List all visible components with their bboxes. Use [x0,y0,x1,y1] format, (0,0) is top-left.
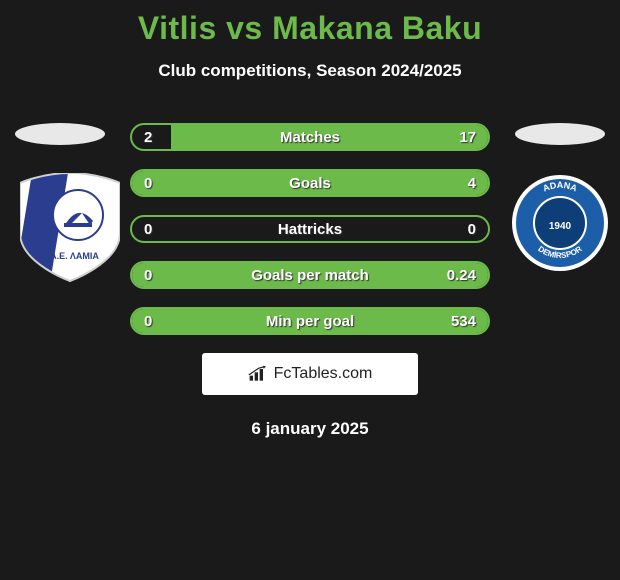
stats-area: Π.Α.Ε. ΛΑΜΙΑ 1940 ADANA DEMİRSPOR 2 Matc… [0,123,620,335]
indicator-ellipse-left [15,123,105,145]
stat-row-goals-per-match: 0 Goals per match 0.24 [130,261,490,289]
brand-text: FcTables.com [274,365,373,383]
stat-label: Hattricks [132,217,488,241]
stat-value-right: 17 [459,125,476,149]
chart-icon [248,365,268,383]
club-badge-left: Π.Α.Ε. ΛΑΜΙΑ [20,173,120,283]
date-text: 6 january 2025 [0,419,620,439]
stat-value-right: 534 [451,309,476,333]
stat-label: Goals [132,171,488,195]
stat-label: Goals per match [132,263,488,287]
page-title: Vitlis vs Makana Baku [0,0,620,47]
svg-text:1940: 1940 [549,221,572,232]
stat-row-min-per-goal: 0 Min per goal 534 [130,307,490,335]
stat-row-goals: 0 Goals 4 [130,169,490,197]
stat-label: Min per goal [132,309,488,333]
stat-value-right: 4 [468,171,476,195]
stat-row-matches: 2 Matches 17 [130,123,490,151]
stat-row-hattricks: 0 Hattricks 0 [130,215,490,243]
subtitle: Club competitions, Season 2024/2025 [0,61,620,81]
stat-value-right: 0.24 [447,263,476,287]
stats-column: 2 Matches 17 0 Goals 4 0 Hattricks 0 0 G… [130,123,490,335]
branding-box[interactable]: FcTables.com [202,353,418,395]
stat-label: Matches [132,125,488,149]
club-badge-right: 1940 ADANA DEMİRSPOR [510,173,610,273]
indicator-ellipse-right [515,123,605,145]
stat-value-right: 0 [468,217,476,241]
svg-text:Π.Α.Ε. ΛΑΜΙΑ: Π.Α.Ε. ΛΑΜΙΑ [41,251,99,261]
